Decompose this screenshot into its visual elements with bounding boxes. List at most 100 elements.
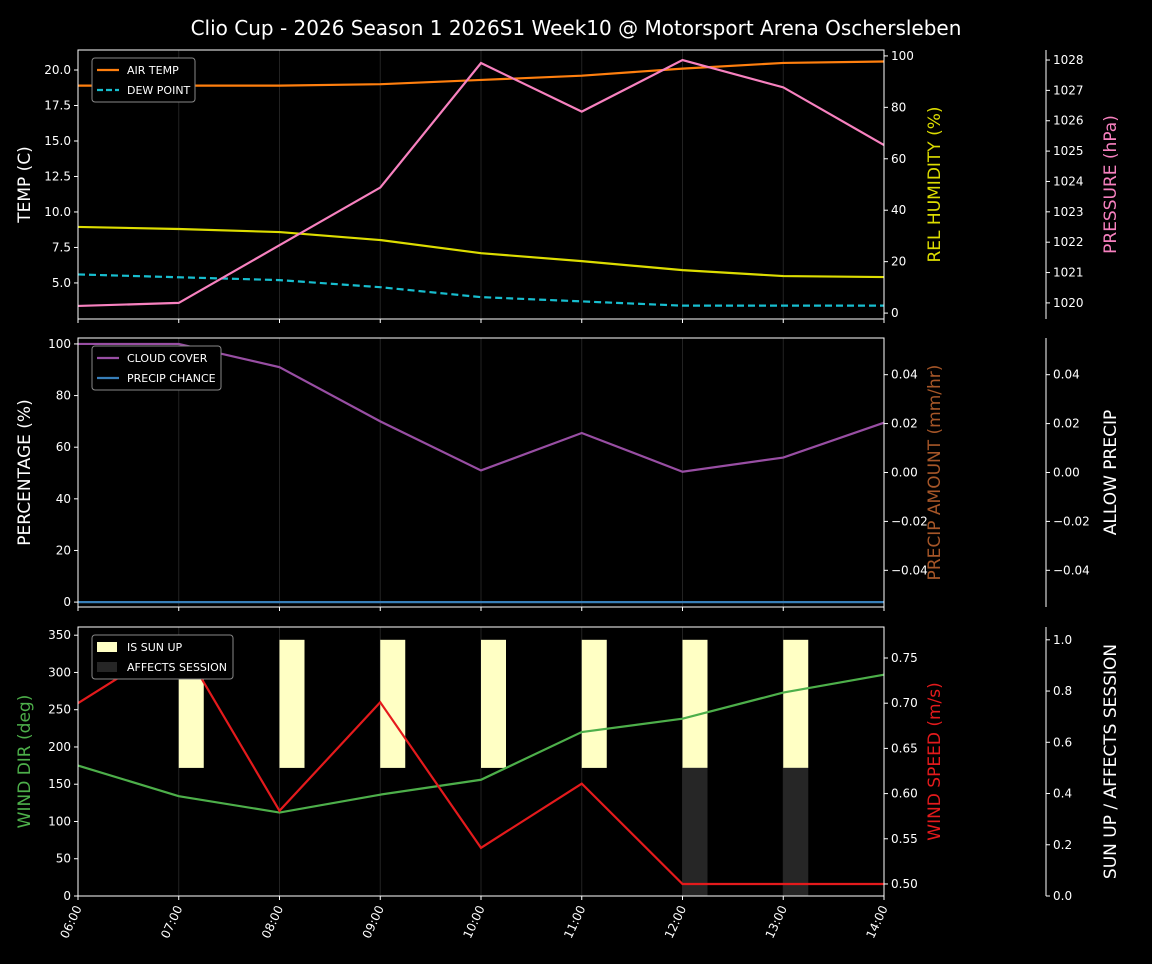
right1-axis-label: REL HUMIDITY (%) bbox=[925, 106, 945, 262]
right1-tick-label: 0.75 bbox=[891, 651, 918, 665]
legend bbox=[91, 634, 234, 680]
y-tick-label: 300 bbox=[48, 665, 71, 679]
y-tick-label: 100 bbox=[48, 814, 71, 828]
y-tick-label: 20.0 bbox=[44, 63, 71, 77]
right1-tick-label: 0 bbox=[891, 306, 899, 320]
affects-session-bar bbox=[783, 767, 809, 896]
y-tick-label: 150 bbox=[48, 777, 71, 791]
right2-tick-label: 0.04 bbox=[1053, 368, 1080, 382]
right1-tick-label: 20 bbox=[891, 255, 906, 269]
right2-tick-label: 1025 bbox=[1053, 144, 1084, 158]
legend-label: AFFECTS SESSION bbox=[127, 661, 227, 674]
right2-tick-label: 0.8 bbox=[1053, 684, 1072, 698]
right2-tick-label: 0.02 bbox=[1053, 417, 1080, 431]
y-tick-label: 100 bbox=[48, 337, 71, 351]
x-tick-label: 09:00 bbox=[360, 903, 387, 940]
y-tick-label: 200 bbox=[48, 740, 71, 754]
series-1-line bbox=[77, 638, 884, 886]
series-2-line bbox=[77, 225, 885, 279]
sun-up-bar bbox=[279, 639, 305, 768]
right1-tick-label: 100 bbox=[891, 49, 914, 63]
legend-swatch bbox=[97, 642, 117, 652]
x-tick-label: 07:00 bbox=[158, 903, 185, 940]
right2-tick-label: −0.04 bbox=[1053, 563, 1090, 577]
right1-axis-label: WIND SPEED (m/s) bbox=[925, 682, 945, 840]
y-tick-label: 20 bbox=[56, 543, 71, 557]
y-tick-label: 350 bbox=[48, 628, 71, 642]
legend-swatch bbox=[97, 662, 117, 672]
right2-tick-label: 0.6 bbox=[1053, 735, 1072, 749]
y-tick-label: 15.0 bbox=[44, 134, 71, 148]
series-0-line bbox=[77, 673, 885, 814]
legend-label: CLOUD COVER bbox=[127, 352, 208, 365]
right1-tick-label: 40 bbox=[891, 203, 906, 217]
right1-tick-label: 80 bbox=[891, 100, 906, 114]
right2-tick-label: 0.4 bbox=[1053, 787, 1072, 801]
right1-tick-label: 0.50 bbox=[891, 877, 918, 891]
y-axis-label: WIND DIR (deg) bbox=[15, 695, 35, 829]
right1-tick-label: 0.60 bbox=[891, 787, 918, 801]
x-tick-label: 14:00 bbox=[863, 903, 890, 940]
right2-tick-label: 0.00 bbox=[1053, 466, 1080, 480]
right1-tick-label: 0.00 bbox=[891, 466, 918, 480]
y-tick-label: 7.5 bbox=[52, 240, 71, 254]
right1-tick-label: −0.04 bbox=[891, 563, 928, 577]
x-tick-label: 10:00 bbox=[460, 903, 487, 940]
right2-tick-label: 0.0 bbox=[1053, 889, 1072, 903]
y-tick-label: 50 bbox=[56, 852, 71, 866]
right1-tick-label: 0.02 bbox=[891, 417, 918, 431]
right2-tick-label: 1024 bbox=[1053, 174, 1084, 188]
x-tick-label: 08:00 bbox=[259, 903, 286, 940]
sun-up-bar bbox=[581, 639, 607, 768]
right1-tick-label: 0.65 bbox=[891, 741, 918, 755]
right1-tick-label: 0.70 bbox=[891, 696, 918, 710]
y-tick-label: 60 bbox=[56, 440, 71, 454]
sun-up-bar bbox=[380, 639, 406, 768]
y-tick-label: 12.5 bbox=[44, 169, 71, 183]
sun-up-bar bbox=[783, 639, 809, 768]
y-tick-label: 17.5 bbox=[44, 99, 71, 113]
right1-tick-label: −0.02 bbox=[891, 514, 928, 528]
legend-label: IS SUN UP bbox=[127, 641, 183, 654]
sun-up-bar bbox=[682, 639, 708, 768]
y-tick-label: 5.0 bbox=[52, 276, 71, 290]
x-tick-label: 06:00 bbox=[57, 903, 84, 940]
legend-label: DEW POINT bbox=[127, 84, 191, 97]
dew-point-line bbox=[77, 273, 884, 307]
right2-tick-label: 1027 bbox=[1053, 83, 1084, 97]
y-tick-label: 10.0 bbox=[44, 205, 71, 219]
x-tick-label: 13:00 bbox=[763, 903, 790, 940]
right2-tick-label: 1.0 bbox=[1053, 633, 1072, 647]
right1-tick-label: 60 bbox=[891, 152, 906, 166]
right2-tick-label: 1022 bbox=[1053, 235, 1084, 249]
right2-tick-label: 1021 bbox=[1053, 266, 1084, 280]
y-tick-label: 0 bbox=[63, 889, 71, 903]
right1-tick-label: 0.04 bbox=[891, 368, 918, 382]
right1-tick-label: 0.55 bbox=[891, 832, 918, 846]
x-tick-label: 12:00 bbox=[662, 903, 689, 940]
right2-tick-label: 1020 bbox=[1053, 296, 1084, 310]
y-tick-label: 80 bbox=[56, 389, 71, 403]
x-tick-label: 11:00 bbox=[561, 903, 588, 940]
right2-tick-label: 0.2 bbox=[1053, 838, 1072, 852]
y-tick-label: 40 bbox=[56, 492, 71, 506]
series-3-line bbox=[77, 58, 885, 308]
right2-axis-label: ALLOW PRECIP bbox=[1101, 410, 1121, 536]
y-tick-label: 0 bbox=[63, 595, 71, 609]
right2-tick-label: 1026 bbox=[1053, 114, 1084, 128]
legend-label: PRECIP CHANCE bbox=[127, 372, 216, 385]
right2-tick-label: −0.02 bbox=[1053, 514, 1090, 528]
y-axis-label: PERCENTAGE (%) bbox=[15, 399, 35, 545]
right2-axis-label: PRESSURE (hPa) bbox=[1101, 115, 1121, 254]
right2-tick-label: 1023 bbox=[1053, 205, 1084, 219]
right1-axis-label: PRECIP AMOUNT (mm/hr) bbox=[925, 365, 945, 581]
y-axis-label: TEMP (C) bbox=[15, 146, 35, 224]
legend-label: AIR TEMP bbox=[127, 64, 179, 77]
right2-tick-label: 1028 bbox=[1053, 53, 1084, 67]
y-tick-label: 250 bbox=[48, 703, 71, 717]
affects-session-bar bbox=[682, 767, 708, 896]
sun-up-bar bbox=[481, 639, 506, 768]
right2-axis-label: SUN UP / AFFECTS SESSION bbox=[1101, 644, 1121, 879]
chart-title: Clio Cup - 2026 Season 1 2026S1 Week10 @… bbox=[191, 16, 962, 40]
